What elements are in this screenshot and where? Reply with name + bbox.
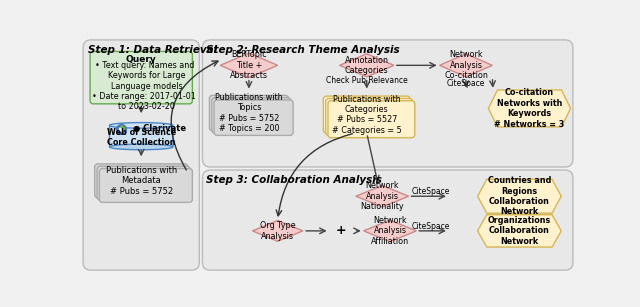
Text: Step 2: Research Theme Analysis: Step 2: Research Theme Analysis	[206, 45, 400, 55]
Polygon shape	[477, 179, 561, 213]
FancyBboxPatch shape	[202, 40, 573, 167]
Polygon shape	[356, 185, 408, 207]
Text: Step 3: Collaboration Analysis: Step 3: Collaboration Analysis	[206, 175, 382, 185]
Text: Annotation
Categories: Annotation Categories	[345, 56, 388, 75]
Polygon shape	[477, 215, 561, 247]
Polygon shape	[364, 220, 417, 242]
Ellipse shape	[109, 144, 173, 150]
Polygon shape	[252, 220, 303, 241]
FancyBboxPatch shape	[209, 95, 289, 131]
Text: CiteSpace: CiteSpace	[412, 187, 451, 196]
Text: Network
Analysis
Affiliation: Network Analysis Affiliation	[371, 216, 409, 246]
Polygon shape	[440, 54, 492, 77]
Text: Org Type
Analysis: Org Type Analysis	[260, 221, 296, 241]
FancyBboxPatch shape	[83, 40, 199, 270]
Text: Query: Query	[126, 55, 157, 64]
FancyBboxPatch shape	[99, 169, 193, 202]
FancyBboxPatch shape	[326, 99, 412, 135]
Text: +: +	[336, 224, 346, 237]
Text: Publications with
Metadata
# Pubs = 5752: Publications with Metadata # Pubs = 5752	[106, 166, 177, 196]
FancyBboxPatch shape	[109, 125, 173, 147]
FancyBboxPatch shape	[202, 170, 573, 270]
FancyBboxPatch shape	[214, 100, 293, 135]
Text: Countries and
Regions
Collaboration
Network: Countries and Regions Collaboration Netw…	[488, 176, 551, 216]
Text: Organizations
Collaboration
Network: Organizations Collaboration Network	[488, 216, 551, 246]
FancyBboxPatch shape	[328, 101, 415, 138]
Polygon shape	[340, 54, 394, 77]
FancyBboxPatch shape	[90, 52, 193, 104]
Text: Check Pub Relevance: Check Pub Relevance	[326, 76, 408, 85]
Ellipse shape	[109, 122, 173, 128]
Text: Publications with
Categories
# Pubs = 5527
# Categories = 5: Publications with Categories # Pubs = 55…	[332, 95, 402, 135]
Text: ● Clarivate: ● Clarivate	[132, 124, 186, 133]
FancyBboxPatch shape	[97, 166, 190, 200]
Text: CiteSpace: CiteSpace	[412, 222, 451, 231]
Polygon shape	[220, 53, 278, 78]
Text: Network
Analysis
Nationality: Network Analysis Nationality	[360, 181, 404, 211]
Text: BERTopic
Title +
Abstracts: BERTopic Title + Abstracts	[230, 50, 268, 80]
Polygon shape	[488, 90, 571, 127]
Text: CiteSpace: CiteSpace	[447, 79, 485, 88]
Text: Network
Analysis
Co-citation: Network Analysis Co-citation	[444, 50, 488, 80]
FancyBboxPatch shape	[212, 98, 291, 133]
Text: Step 1: Data Retrieval: Step 1: Data Retrieval	[88, 45, 217, 55]
FancyBboxPatch shape	[95, 164, 188, 198]
FancyBboxPatch shape	[323, 96, 410, 133]
Text: Co-citation
Networks with
Keywords
# Networks = 3: Co-citation Networks with Keywords # Net…	[494, 88, 564, 129]
Text: Web of Science
Core Collection: Web of Science Core Collection	[107, 128, 176, 147]
Text: • Text query: Names and
  Keywords for Large
  Language models
• Date range: 201: • Text query: Names and Keywords for Lar…	[92, 61, 196, 111]
Text: Publications with
Topics
# Pubs = 5752
# Topics = 200: Publications with Topics # Pubs = 5752 #…	[215, 93, 283, 133]
